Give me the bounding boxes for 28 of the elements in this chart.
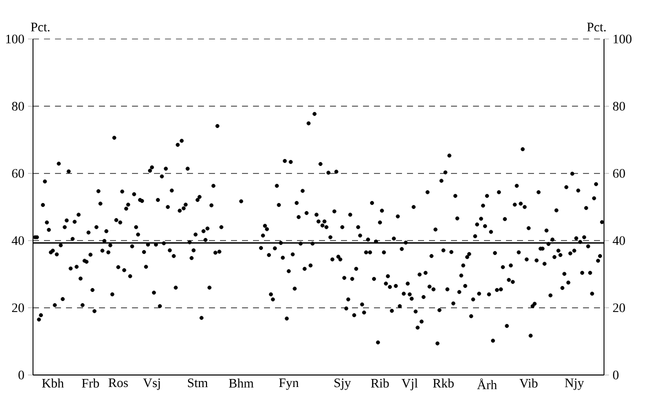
- y-tick-label: 20: [12, 303, 24, 312]
- y-tick-label: 60: [12, 169, 24, 178]
- y2-tick-label: 20: [613, 303, 625, 312]
- y-axis-title: Pct.: [30, 22, 50, 32]
- x-tick-label: Vjl: [402, 378, 418, 390]
- x-tick-label: Årh: [477, 378, 497, 390]
- y2-tick-label: 40: [612, 236, 625, 245]
- x-tick-label: Bhm: [228, 378, 254, 388]
- x-tick-label: Rib: [370, 378, 389, 388]
- y2-tick-label: 80: [613, 102, 625, 111]
- x-tick-label: Vib: [519, 378, 538, 388]
- x-tick-label: Sjy: [334, 378, 351, 390]
- y-tick-label: 80: [12, 102, 24, 111]
- x-tick-label: Fyn: [279, 378, 299, 390]
- x-tick-label: Vsj: [143, 378, 160, 390]
- x-tick-label: Rkb: [432, 378, 454, 388]
- y2-tick-label: 60: [613, 169, 625, 178]
- y2-tick-label: 100: [614, 34, 632, 44]
- x-tick-label: Njy: [564, 378, 584, 390]
- y2-tick-label: 0: [613, 370, 619, 380]
- x-tick-label: Ros: [108, 378, 128, 388]
- x-tick-label: Frb: [82, 378, 99, 388]
- x-tick-label: Stm: [188, 378, 208, 388]
- y-tick-label: 40: [12, 236, 24, 245]
- y-tick-label: 0: [18, 370, 24, 380]
- y2-axis-title: Pct.: [587, 22, 606, 32]
- y-tick-label: 100: [6, 34, 24, 44]
- x-tick-label: Kbh: [42, 378, 64, 388]
